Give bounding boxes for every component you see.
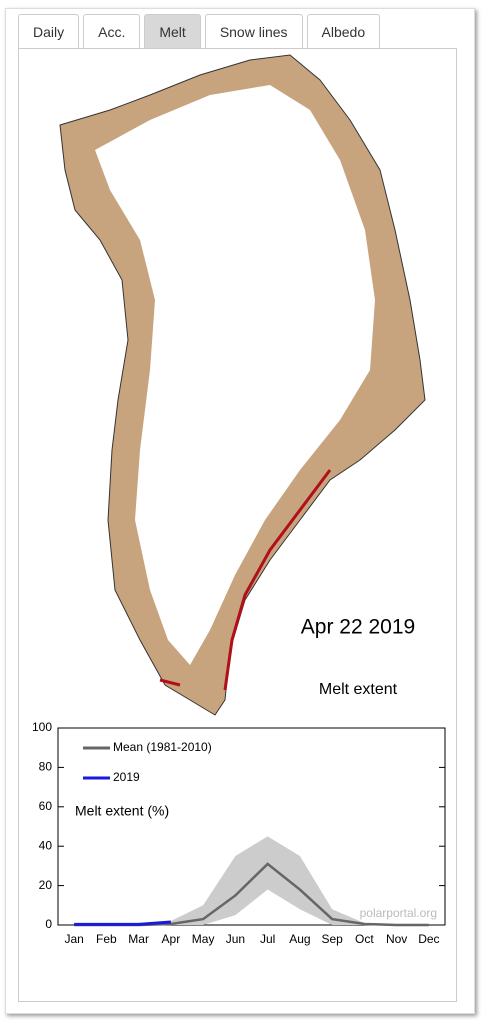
map-date: Apr 22 2019 [301, 616, 415, 639]
watermark: polarportal.org [360, 906, 437, 920]
tab-bar: Daily Acc. Melt Snow lines Albedo [18, 14, 381, 49]
x-tick-label: Jan [64, 932, 83, 946]
y-tick-label: 80 [39, 760, 53, 774]
x-tick-label: Dec [418, 932, 439, 946]
y-tick-label: 100 [32, 720, 52, 734]
x-tick-label: Jul [260, 932, 275, 946]
x-tick-label: Aug [289, 932, 310, 946]
x-tick-label: Sep [321, 932, 343, 946]
tab[interactable]: Daily [18, 14, 80, 49]
legend-label: 2019 [113, 770, 140, 784]
tab[interactable]: Acc. [83, 14, 141, 49]
x-tick-label: Mar [128, 932, 149, 946]
tab[interactable]: Melt [144, 14, 201, 49]
x-tick-label: Feb [96, 932, 117, 946]
plot-frame [57, 727, 446, 926]
tab[interactable]: Albedo [306, 14, 381, 49]
x-tick-label: May [192, 932, 215, 946]
y-tick-label: 60 [39, 799, 53, 813]
map-label: Melt extent [319, 681, 398, 698]
ice-sheet [95, 85, 375, 665]
x-tick-label: Jun [226, 932, 245, 946]
panel [18, 48, 457, 1002]
y-axis-label: Melt extent (%) [75, 803, 169, 819]
melt-area [159, 469, 332, 691]
legend-label: Mean (1981-2010) [113, 740, 212, 754]
y-tick-label: 0 [45, 917, 52, 931]
x-tick-label: Oct [355, 932, 374, 946]
y-tick-label: 20 [39, 878, 53, 892]
x-tick-label: Nov [386, 932, 407, 946]
tab[interactable]: Snow lines [204, 14, 303, 49]
y-tick-label: 40 [39, 838, 53, 852]
x-tick-label: Apr [162, 932, 181, 946]
series-line [74, 920, 171, 926]
